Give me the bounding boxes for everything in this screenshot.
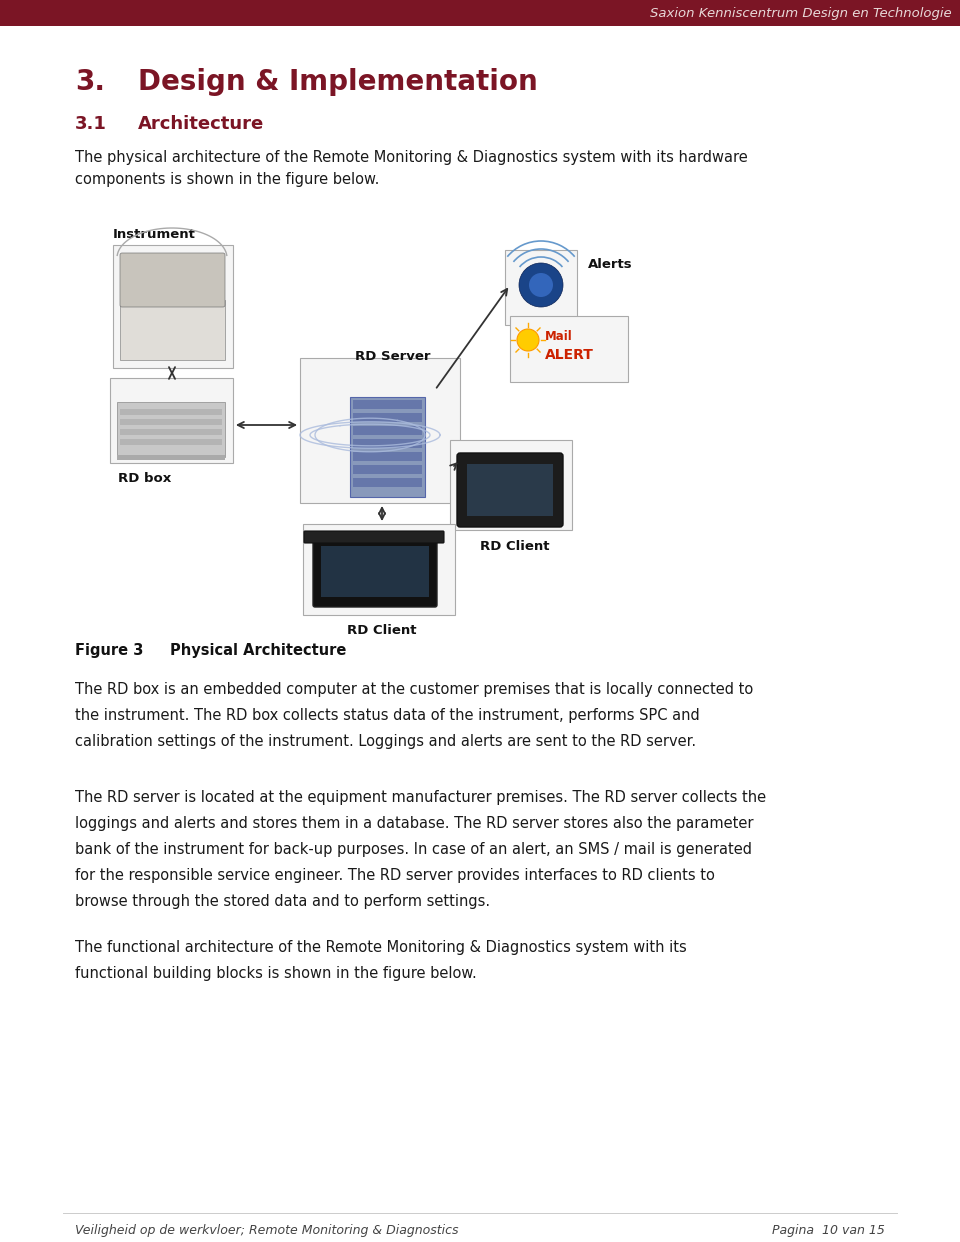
Bar bbox=[353, 426, 422, 435]
Bar bbox=[321, 546, 429, 597]
Bar bbox=[353, 414, 422, 422]
Text: Veiligheid op de werkvloer; Remote Monitoring & Diagnostics: Veiligheid op de werkvloer; Remote Monit… bbox=[75, 1225, 459, 1237]
Bar bbox=[120, 438, 222, 445]
Text: RD box: RD box bbox=[118, 472, 171, 484]
Text: Instrument: Instrument bbox=[113, 229, 196, 241]
Bar bbox=[303, 524, 455, 615]
Circle shape bbox=[517, 329, 539, 351]
FancyBboxPatch shape bbox=[120, 253, 225, 307]
Bar bbox=[110, 378, 233, 463]
Bar bbox=[467, 465, 553, 515]
Bar bbox=[0, 0, 960, 26]
Text: functional building blocks is shown in the figure below.: functional building blocks is shown in t… bbox=[75, 966, 477, 981]
Bar bbox=[120, 419, 222, 425]
Bar bbox=[450, 440, 572, 530]
Text: bank of the instrument for back-up purposes. In case of an alert, an SMS / mail : bank of the instrument for back-up purpo… bbox=[75, 842, 752, 857]
Text: RD Client: RD Client bbox=[480, 540, 549, 553]
Text: Saxion Kenniscentrum Design en Technologie: Saxion Kenniscentrum Design en Technolog… bbox=[650, 6, 952, 20]
Text: The RD box is an embedded computer at the customer premises that is locally conn: The RD box is an embedded computer at th… bbox=[75, 682, 754, 697]
Text: loggings and alerts and stores them in a database. The RD server stores also the: loggings and alerts and stores them in a… bbox=[75, 816, 754, 831]
FancyBboxPatch shape bbox=[457, 453, 563, 527]
Bar bbox=[120, 428, 222, 435]
Bar bbox=[117, 455, 225, 460]
Bar bbox=[353, 438, 422, 448]
Text: The RD server is located at the equipment manufacturer premises. The RD server c: The RD server is located at the equipmen… bbox=[75, 790, 766, 805]
Text: Mail: Mail bbox=[545, 330, 573, 343]
Text: components is shown in the figure below.: components is shown in the figure below. bbox=[75, 171, 379, 188]
FancyBboxPatch shape bbox=[313, 538, 437, 607]
Bar bbox=[353, 465, 422, 474]
Text: The functional architecture of the Remote Monitoring & Diagnostics system with i: The functional architecture of the Remot… bbox=[75, 940, 686, 955]
Text: RD Client: RD Client bbox=[347, 623, 417, 637]
Bar bbox=[113, 245, 233, 368]
Text: the instrument. The RD box collects status data of the instrument, performs SPC : the instrument. The RD box collects stat… bbox=[75, 708, 700, 723]
Text: Pagina  10 van 15: Pagina 10 van 15 bbox=[772, 1225, 885, 1237]
Bar bbox=[117, 402, 225, 457]
Bar bbox=[510, 315, 628, 383]
Text: calibration settings of the instrument. Loggings and alerts are sent to the RD s: calibration settings of the instrument. … bbox=[75, 734, 696, 749]
Text: Physical Architecture: Physical Architecture bbox=[170, 643, 347, 658]
Circle shape bbox=[529, 273, 553, 297]
Text: The physical architecture of the Remote Monitoring & Diagnostics system with its: The physical architecture of the Remote … bbox=[75, 150, 748, 165]
Text: Design & Implementation: Design & Implementation bbox=[138, 68, 538, 96]
Text: 3.1: 3.1 bbox=[75, 116, 107, 133]
Bar bbox=[300, 358, 460, 503]
Bar bbox=[120, 301, 225, 360]
Bar bbox=[350, 397, 425, 497]
Bar bbox=[353, 478, 422, 487]
Bar bbox=[353, 452, 422, 461]
Text: Architecture: Architecture bbox=[138, 116, 264, 133]
Text: Figure 3: Figure 3 bbox=[75, 643, 143, 658]
Text: for the responsible service engineer. The RD server provides interfaces to RD cl: for the responsible service engineer. Th… bbox=[75, 868, 715, 883]
Text: ALERT: ALERT bbox=[545, 348, 594, 361]
Text: browse through the stored data and to perform settings.: browse through the stored data and to pe… bbox=[75, 894, 491, 909]
Bar bbox=[353, 400, 422, 409]
FancyBboxPatch shape bbox=[304, 532, 444, 543]
Circle shape bbox=[519, 263, 563, 307]
Text: 3.: 3. bbox=[75, 68, 105, 96]
Bar bbox=[120, 409, 222, 415]
Text: Alerts: Alerts bbox=[588, 258, 633, 271]
Bar bbox=[505, 250, 577, 325]
Text: RD Server: RD Server bbox=[355, 350, 430, 363]
